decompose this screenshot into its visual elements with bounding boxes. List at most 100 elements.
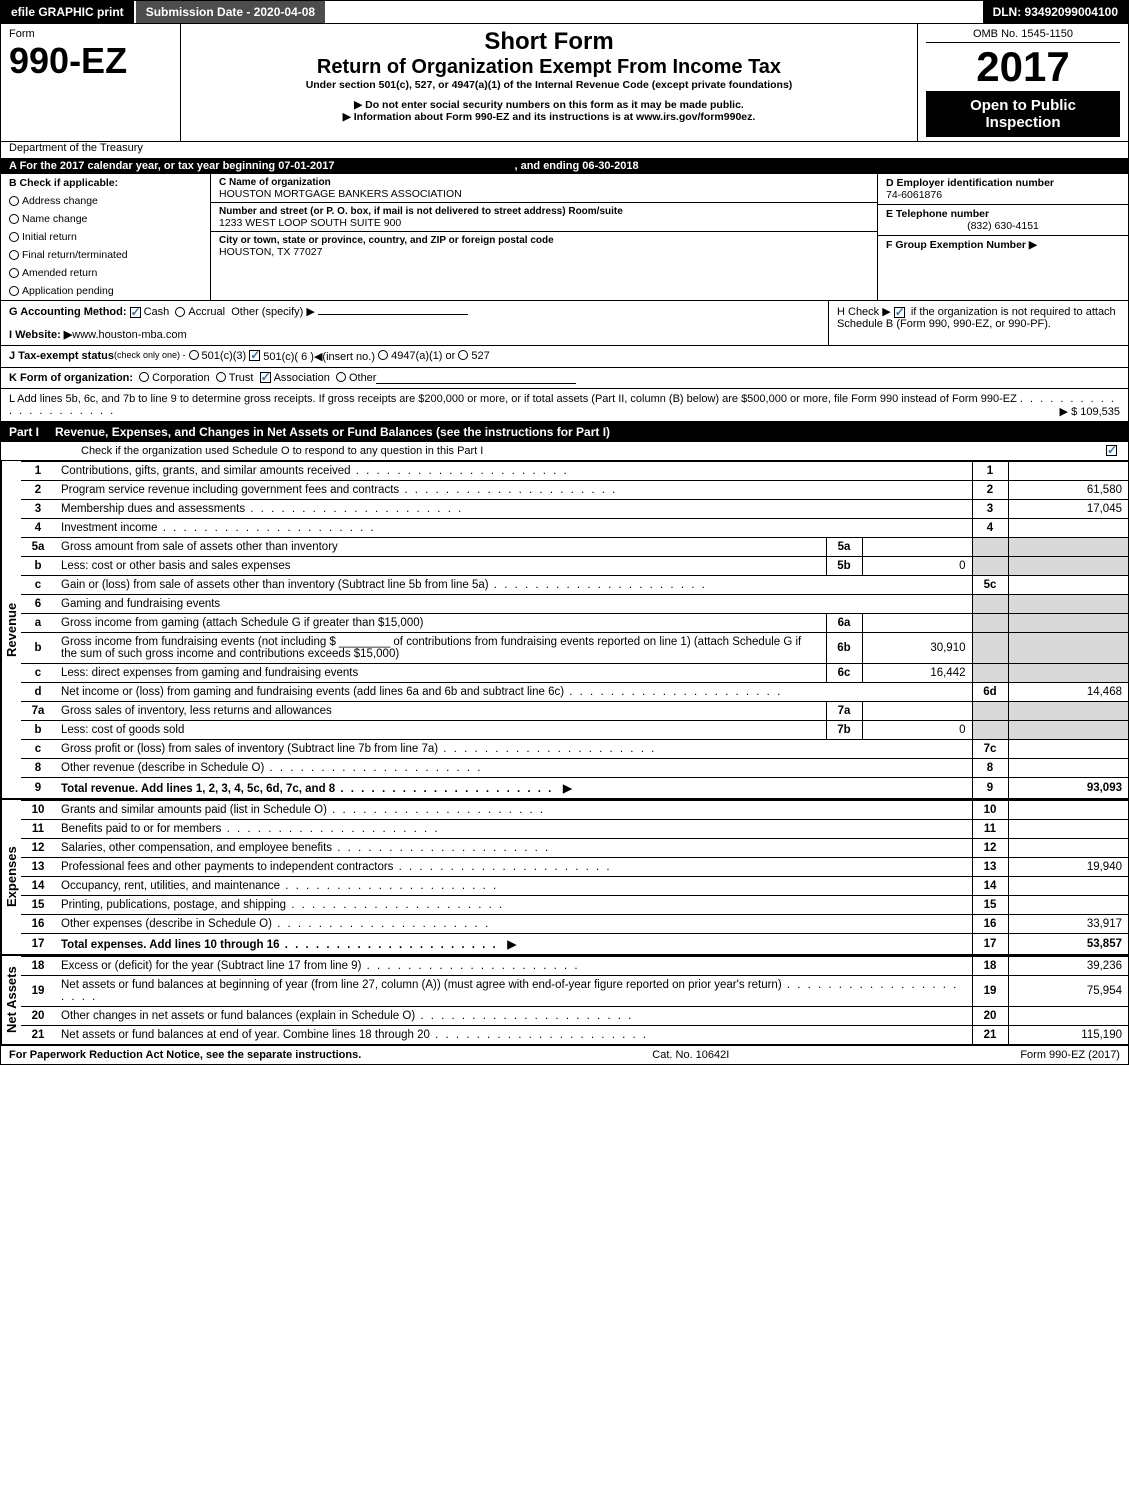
line-box-val: 61,580 <box>1008 481 1128 500</box>
line-row: cLess: direct expenses from gaming and f… <box>21 664 1128 683</box>
lbl-501c: 501(c)( 6 )◀(insert no.) <box>263 350 375 363</box>
check-initial-return[interactable] <box>9 232 19 242</box>
line-box-val: 17,045 <box>1008 500 1128 519</box>
line-box-num: 8 <box>972 759 1008 778</box>
check-address-change[interactable] <box>9 196 19 206</box>
line-row: 7aGross sales of inventory, less returns… <box>21 702 1128 721</box>
check-corporation[interactable] <box>139 372 149 382</box>
inner-box-val <box>862 538 972 557</box>
line-box-num <box>972 633 1008 664</box>
check-association[interactable] <box>260 372 271 383</box>
line-num: 10 <box>21 801 55 820</box>
line-l-amount: ▶ $ 109,535 <box>1060 405 1120 418</box>
line-box-num: 6d <box>972 683 1008 702</box>
line-row: 20Other changes in net assets or fund ba… <box>21 1007 1128 1026</box>
footer-right: Form 990-EZ (2017) <box>1020 1049 1120 1061</box>
line-row: 13Professional fees and other payments t… <box>21 858 1128 877</box>
line-box-val <box>1008 614 1128 633</box>
inner-box-num: 5a <box>826 538 862 557</box>
line-num: 18 <box>21 957 55 976</box>
inner-box-val: 16,442 <box>862 664 972 683</box>
line-row: aGross income from gaming (attach Schedu… <box>21 614 1128 633</box>
tax-exempt-sub: (check only one) - <box>114 350 186 363</box>
group-exempt-label: F Group Exemption Number ▶ <box>886 239 1037 251</box>
line-desc: Gross profit or (loss) from sales of inv… <box>55 740 972 759</box>
line-row: 17Total expenses. Add lines 10 through 1… <box>21 934 1128 955</box>
check-final-return[interactable] <box>9 250 19 260</box>
check-501c3[interactable] <box>189 350 199 360</box>
lbl-final-return: Final return/terminated <box>22 249 128 261</box>
period-end: , and ending 06-30-2018 <box>514 160 638 172</box>
line-box-val <box>1008 820 1128 839</box>
lbl-address-change: Address change <box>22 195 98 207</box>
lbl-other-method: Other (specify) ▶ <box>231 306 315 318</box>
org-name: HOUSTON MORTGAGE BANKERS ASSOCIATION <box>219 188 462 200</box>
line-box-val: 19,940 <box>1008 858 1128 877</box>
warn-info: ▶ Information about Form 990-EZ and its … <box>189 111 909 123</box>
check-cash[interactable] <box>130 307 141 318</box>
line-box-val <box>1008 877 1128 896</box>
line-box-num: 11 <box>972 820 1008 839</box>
line-num: 20 <box>21 1007 55 1026</box>
street-label: Number and street (or P. O. box, if mail… <box>219 206 623 217</box>
efile-button[interactable]: efile GRAPHIC print <box>1 1 136 23</box>
line-box-num: 3 <box>972 500 1008 519</box>
check-amended[interactable] <box>9 268 19 278</box>
inner-box-num: 6b <box>826 633 862 664</box>
check-trust[interactable] <box>216 372 226 382</box>
check-pending[interactable] <box>9 286 19 296</box>
line-box-num: 15 <box>972 896 1008 915</box>
inner-box-num: 5b <box>826 557 862 576</box>
line-box-num <box>972 702 1008 721</box>
lbl-association: Association <box>274 372 330 384</box>
check-accrual[interactable] <box>175 307 185 317</box>
line-num: 13 <box>21 858 55 877</box>
submission-date-button[interactable]: Submission Date - 2020-04-08 <box>136 1 327 23</box>
city-value: HOUSTON, TX 77027 <box>219 246 323 258</box>
dln-label: DLN: 93492099004100 <box>983 1 1128 23</box>
line-box-val <box>1008 576 1128 595</box>
lbl-trust: Trust <box>229 372 254 384</box>
line-desc: Program service revenue including govern… <box>55 481 972 500</box>
line-row: cGross profit or (loss) from sales of in… <box>21 740 1128 759</box>
inner-box-num: 7a <box>826 702 862 721</box>
line-box-num: 21 <box>972 1026 1008 1045</box>
top-bar: efile GRAPHIC print Submission Date - 20… <box>1 1 1128 24</box>
revenue-side-label: Revenue <box>1 461 21 798</box>
tax-year: 2017 <box>926 43 1120 91</box>
check-527[interactable] <box>458 350 468 360</box>
line-box-num: 16 <box>972 915 1008 934</box>
line-row: 9Total revenue. Add lines 1, 2, 3, 4, 5c… <box>21 778 1128 799</box>
line-box-val <box>1008 801 1128 820</box>
line-box-num: 4 <box>972 519 1008 538</box>
website-label: I Website: ▶ <box>9 329 72 341</box>
line-box-num: 9 <box>972 778 1008 799</box>
line-box-num: 18 <box>972 957 1008 976</box>
line-box-val <box>1008 896 1128 915</box>
omb-number: OMB No. 1545-1150 <box>926 28 1120 43</box>
line-row: dNet income or (loss) from gaming and fu… <box>21 683 1128 702</box>
check-501c[interactable] <box>249 350 260 361</box>
line-num: 6 <box>21 595 55 614</box>
ein-value: 74-6061876 <box>886 189 942 201</box>
check-schedule-o[interactable] <box>1106 445 1117 456</box>
line-box-val: 33,917 <box>1008 915 1128 934</box>
lbl-initial-return: Initial return <box>22 231 77 243</box>
line-num: c <box>21 664 55 683</box>
line-row: bLess: cost or other basis and sales exp… <box>21 557 1128 576</box>
inner-box-val <box>862 702 972 721</box>
line-box-num <box>972 664 1008 683</box>
check-4947[interactable] <box>378 350 388 360</box>
line-row: 15Printing, publications, postage, and s… <box>21 896 1128 915</box>
check-name-change[interactable] <box>9 214 19 224</box>
line-desc: Less: direct expenses from gaming and fu… <box>55 664 826 683</box>
expenses-side-label: Expenses <box>1 800 21 954</box>
lbl-accrual: Accrual <box>188 306 225 318</box>
check-other-org[interactable] <box>336 372 346 382</box>
line-num: 2 <box>21 481 55 500</box>
line-num: 21 <box>21 1026 55 1045</box>
short-form-title: Short Form <box>189 28 909 56</box>
line-row: 12Salaries, other compensation, and empl… <box>21 839 1128 858</box>
check-schedule-b[interactable] <box>894 307 905 318</box>
lbl-501c3: 501(c)(3) <box>202 350 247 363</box>
